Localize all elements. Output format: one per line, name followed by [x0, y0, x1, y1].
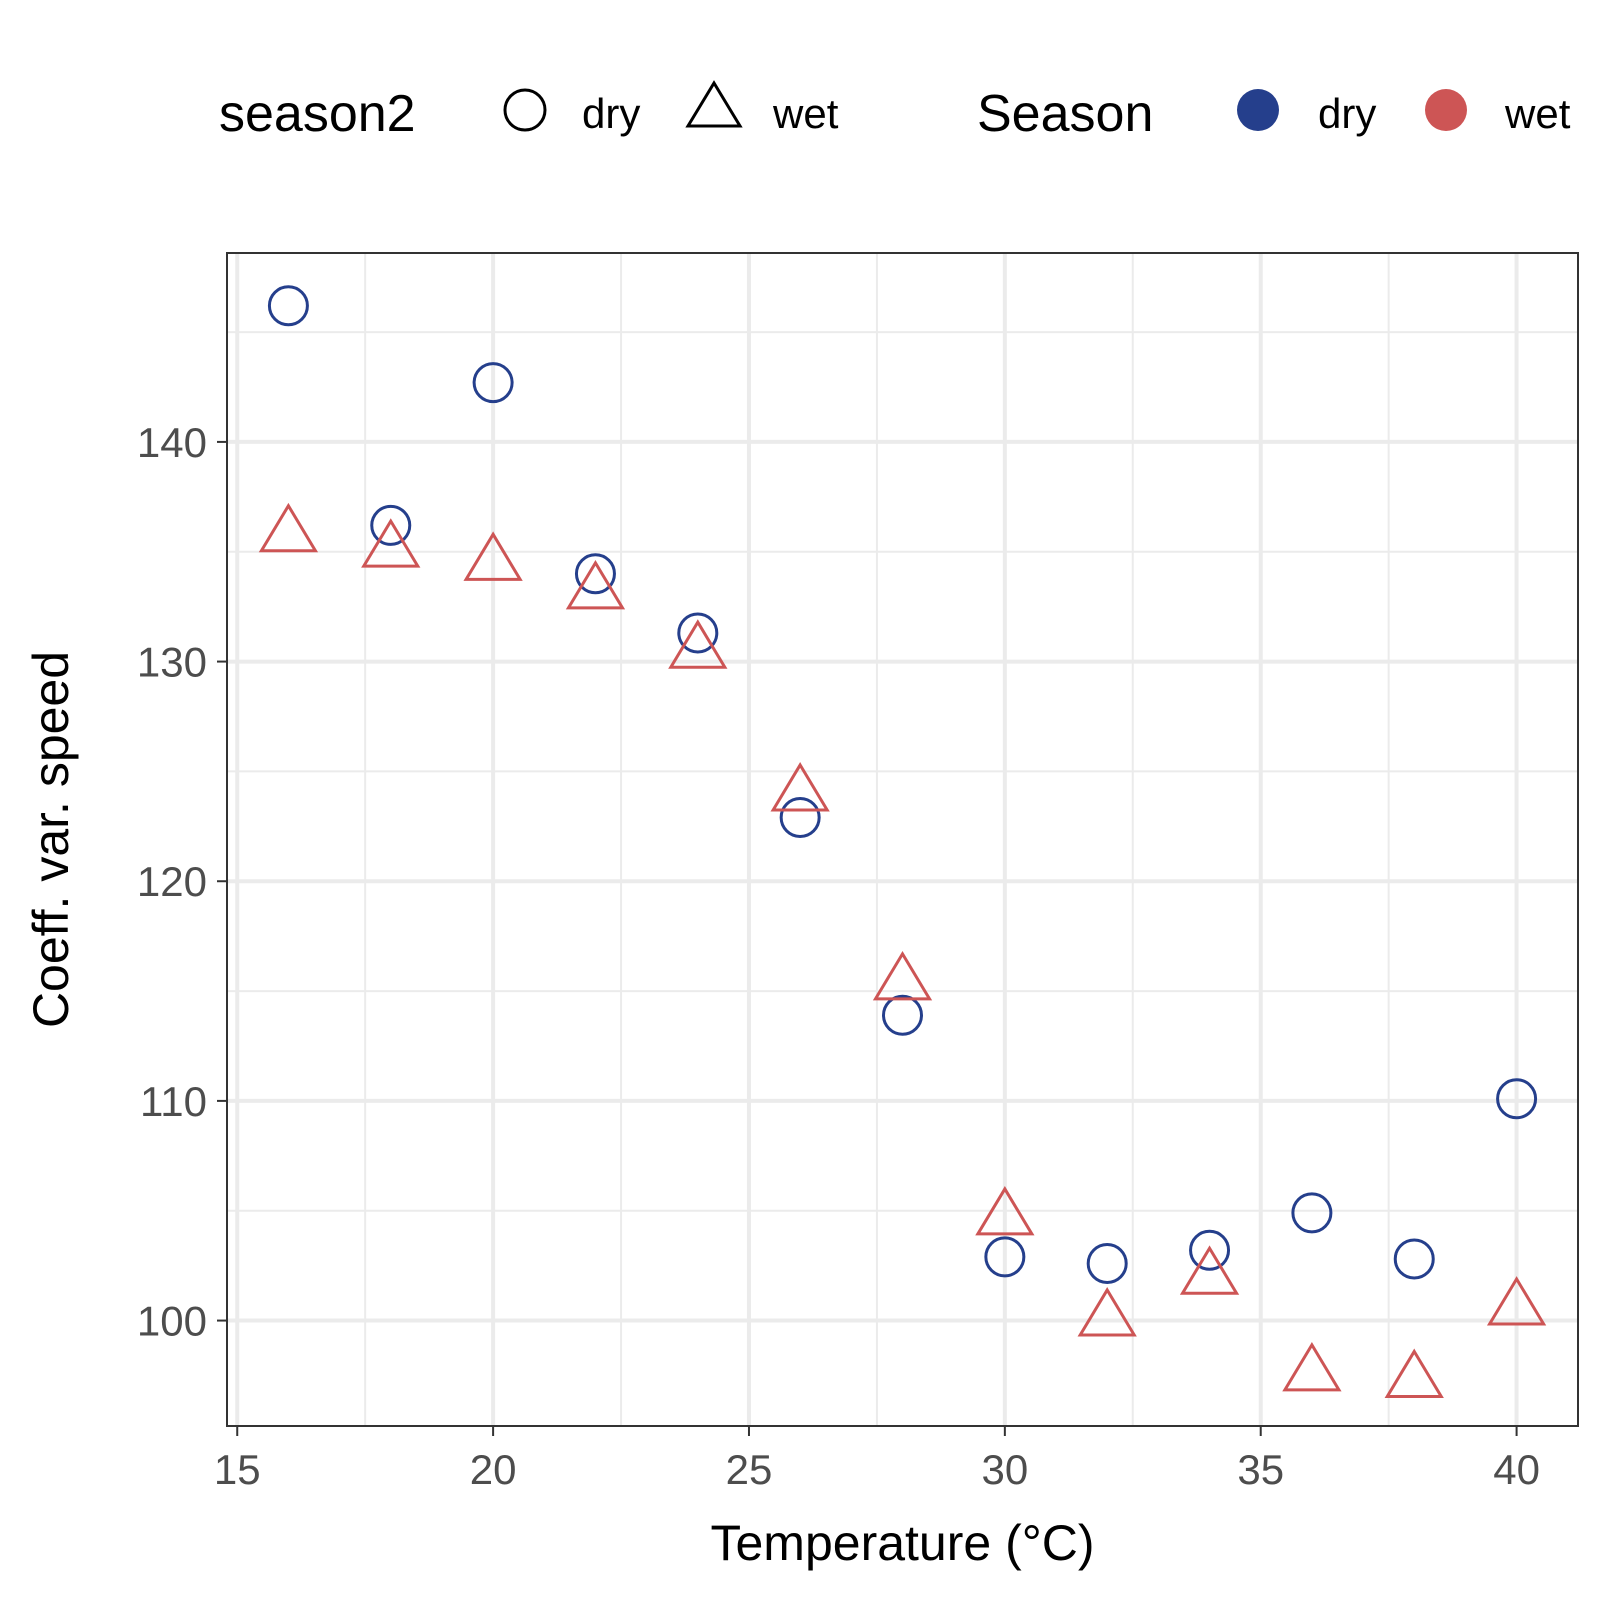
x-tick-label: 30: [981, 1446, 1028, 1493]
y-axis-label: Coeff. var. speed: [23, 651, 79, 1028]
legend-color-wet-swatch: [1425, 89, 1467, 131]
legend-color-dry-label: dry: [1318, 90, 1376, 137]
y-tick-label: 110: [140, 1078, 207, 1125]
x-tick-label: 20: [470, 1446, 517, 1493]
axes: 15 20 25 30 35 40 100 110 120 130 140: [137, 419, 1540, 1493]
y-tick-label: 120: [137, 858, 207, 905]
legend-color-title: Season: [977, 85, 1153, 143]
data-point-dry: [779, 797, 821, 839]
data-point-wet: [1179, 1245, 1240, 1295]
data-point-dry: [267, 285, 309, 327]
data-point-dry: [1393, 1238, 1435, 1280]
data-point-wet: [975, 1186, 1035, 1236]
data-point-dry: [882, 994, 923, 1036]
plot-border: [226, 252, 1579, 1427]
data-point-dry: [472, 362, 514, 404]
data-points: [258, 285, 1547, 1398]
data-point-wet: [770, 762, 830, 812]
data-point-dry: [677, 612, 719, 654]
data-point-wet: [1282, 1341, 1342, 1392]
legend-shape-title: season2: [219, 85, 416, 143]
data-point-wet: [361, 518, 421, 568]
legend-shape-wet-label: wet: [772, 90, 839, 137]
y-tick-label: 140: [137, 419, 207, 466]
y-tick-label: 130: [137, 639, 207, 686]
data-point-dry: [370, 504, 412, 546]
x-tick-label: 40: [1493, 1446, 1540, 1493]
legend: season2 dry wet Season dry wet: [219, 80, 1571, 143]
x-axis-label: Temperature (°C): [711, 1515, 1095, 1571]
data-point-wet: [463, 531, 523, 581]
x-tick-label: 25: [726, 1446, 773, 1493]
data-point-wet: [1384, 1348, 1444, 1398]
x-tick-label: 35: [1237, 1446, 1284, 1493]
legend-color-wet-label: wet: [1504, 90, 1571, 137]
data-point-wet: [565, 559, 626, 610]
data-point-dry: [1086, 1242, 1128, 1284]
x-tick-label: 15: [214, 1446, 261, 1493]
data-point-dry: [1189, 1229, 1231, 1271]
data-point-wet: [668, 619, 728, 669]
data-point-dry: [574, 553, 616, 595]
y-tick-label: 100: [137, 1298, 207, 1345]
legend-triangle-icon: [685, 80, 743, 128]
legend-color-dry-swatch: [1237, 89, 1279, 131]
plot-background: [227, 253, 1578, 1426]
plot-area: [227, 253, 1578, 1426]
data-point-wet: [1486, 1276, 1547, 1326]
data-point-wet: [872, 950, 933, 1001]
gridlines: [227, 253, 1578, 1426]
legend-shape-dry-label: dry: [582, 90, 640, 137]
data-point-wet: [1077, 1287, 1137, 1337]
legend-circle-icon: [503, 88, 547, 132]
data-point-dry: [1496, 1078, 1538, 1120]
data-point-dry: [984, 1236, 1026, 1278]
data-point-dry: [1291, 1192, 1333, 1234]
data-point-wet: [258, 502, 319, 553]
